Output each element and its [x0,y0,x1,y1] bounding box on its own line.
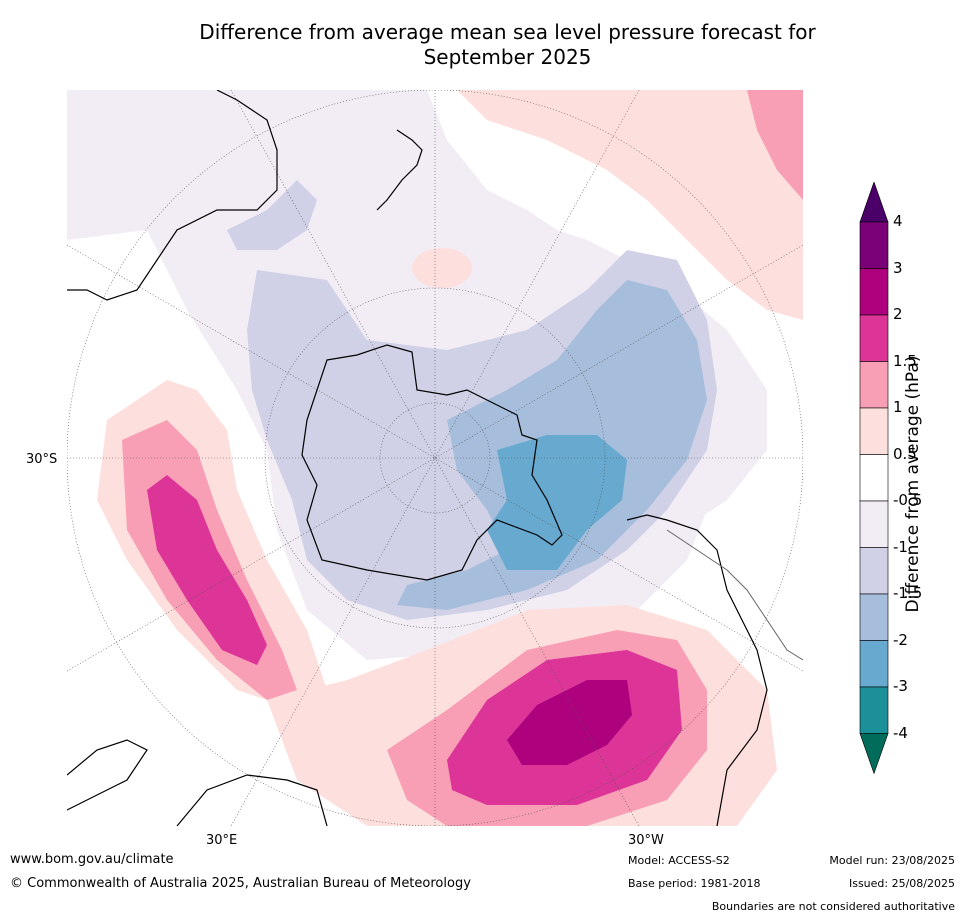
colorbar-segment [859,221,889,269]
title-line-2: September 2025 [423,45,592,69]
colorbar-segment [859,361,889,409]
anomaly-positive-very-strong-south [507,680,632,765]
colorbar-arrow-top [859,182,889,223]
colorbar-segment [859,547,889,595]
anomaly-positive-weak-small [412,248,472,288]
colorbar-segment [859,314,889,362]
colorbar-tick-label: -3 [893,677,908,695]
colorbar-tick-label: -1 [893,537,908,556]
antarctica-coastline [301,344,563,581]
issued-label: Issued: 25/08/2025 [848,877,955,890]
australia-coastline [67,90,278,301]
colorbar-tick-label: 2 [893,305,903,323]
colorbar [859,182,889,775]
model-label: Model: ACCESS-S2 [628,854,730,867]
colorbar-tick-label: -2 [893,630,908,649]
africa-south-coastline [176,774,328,826]
model-run-label: Model run: 23/08/2025 [829,854,955,867]
pressure-anomaly-map [67,90,803,826]
anomaly-positive-weak-ne [457,90,803,320]
south-america-coastline [626,514,768,826]
colorbar-segment [859,686,889,734]
anomaly-positive-moderate-ne [747,90,803,200]
longitude-label-30e: 30°E [206,833,238,848]
latitude-label-30s: 30°S [26,452,58,467]
africa-coastline [67,739,148,811]
title-line-1: Difference from average mean sea level p… [199,20,816,44]
colorbar-tick-label: 1.5 [893,351,917,370]
colorbar-segment [859,500,889,548]
anomaly-negative-very-strong [487,435,627,570]
map-title: Difference from average mean sea level p… [130,20,885,70]
colorbar-tick-label: 1 [893,398,903,416]
copyright-text: © Commonwealth of Australia 2025, Austra… [10,876,471,891]
south-america-borders [666,529,803,661]
anomaly-positive-strong-west [147,475,267,665]
colorbar-tick-label: 0.5 [893,444,917,463]
longitude-label-30w: 30°W [628,833,664,848]
colorbar-tick-label: -1.5 [893,584,923,602]
new-zealand-coastline [376,129,423,211]
website-url[interactable]: www.bom.gov.au/climate [10,852,174,867]
colorbar-segment [859,268,889,316]
colorbar-tick-label: -4 [893,723,908,742]
colorbar-title: Difference from average (hPa) [903,355,923,613]
base-period-label: Base period: 1981-2018 [628,877,761,890]
colorbar-tick-label: 4 [893,212,903,230]
colorbar-arrow-bottom [859,733,889,775]
anomaly-negative-moderate-north [227,180,317,250]
colorbar-segment [859,593,889,641]
colorbar-segment [859,640,889,688]
colorbar-tick-label: 3 [893,258,903,277]
map-svg [67,90,803,826]
colorbar-segment [859,454,889,502]
colorbar-tick-label: -0.5 [893,491,923,509]
graticule [67,90,803,826]
colorbar-segment [859,407,889,455]
disclaimer-text: Boundaries are not considered authoritat… [711,900,955,913]
